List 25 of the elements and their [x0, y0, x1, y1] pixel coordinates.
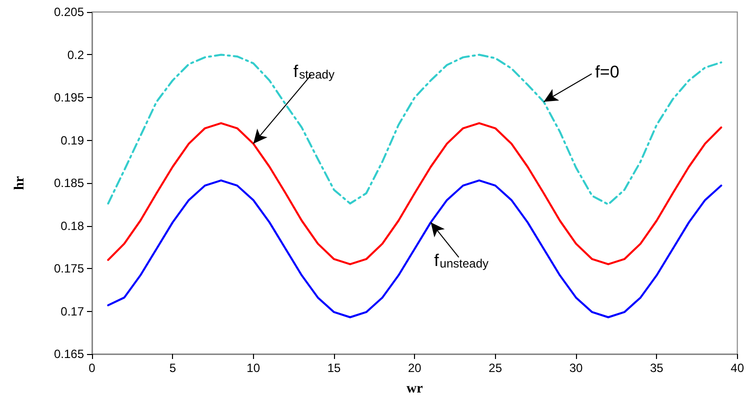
x-tick-label: 35	[650, 361, 664, 375]
line-series	[107, 179, 722, 318]
annotation: f=0	[595, 62, 620, 82]
y-tick-label: 0.2	[67, 48, 84, 62]
x-tick-label: 10	[246, 361, 260, 375]
annotation: fsteady	[293, 62, 334, 82]
x-tick-label: 15	[327, 361, 341, 375]
y-tick-label: 0.175	[54, 262, 84, 276]
x-tick-label: 25	[488, 361, 502, 375]
x-tick-label: 5	[169, 361, 176, 375]
x-axis-title: wr	[406, 382, 423, 396]
y-tick-label: 0.18	[60, 218, 84, 233]
x-tick-label: 40	[730, 361, 744, 375]
y-tick-label: 0.195	[54, 90, 84, 104]
line-series	[107, 54, 722, 206]
x-tick-label: 20	[408, 361, 422, 375]
y-tick-label: 0.19	[60, 133, 84, 148]
annotation: funsteady	[434, 250, 489, 270]
y-tick-label: 0.165	[54, 347, 84, 361]
y-tick-label: 0.185	[54, 176, 84, 190]
y-tick-label: 0.17	[60, 304, 84, 318]
x-tick-label: 30	[569, 361, 583, 375]
y-axis-title: hr	[12, 176, 28, 190]
x-tick-label: 0	[88, 361, 96, 375]
y-tick-label: 0.205	[54, 5, 84, 19]
